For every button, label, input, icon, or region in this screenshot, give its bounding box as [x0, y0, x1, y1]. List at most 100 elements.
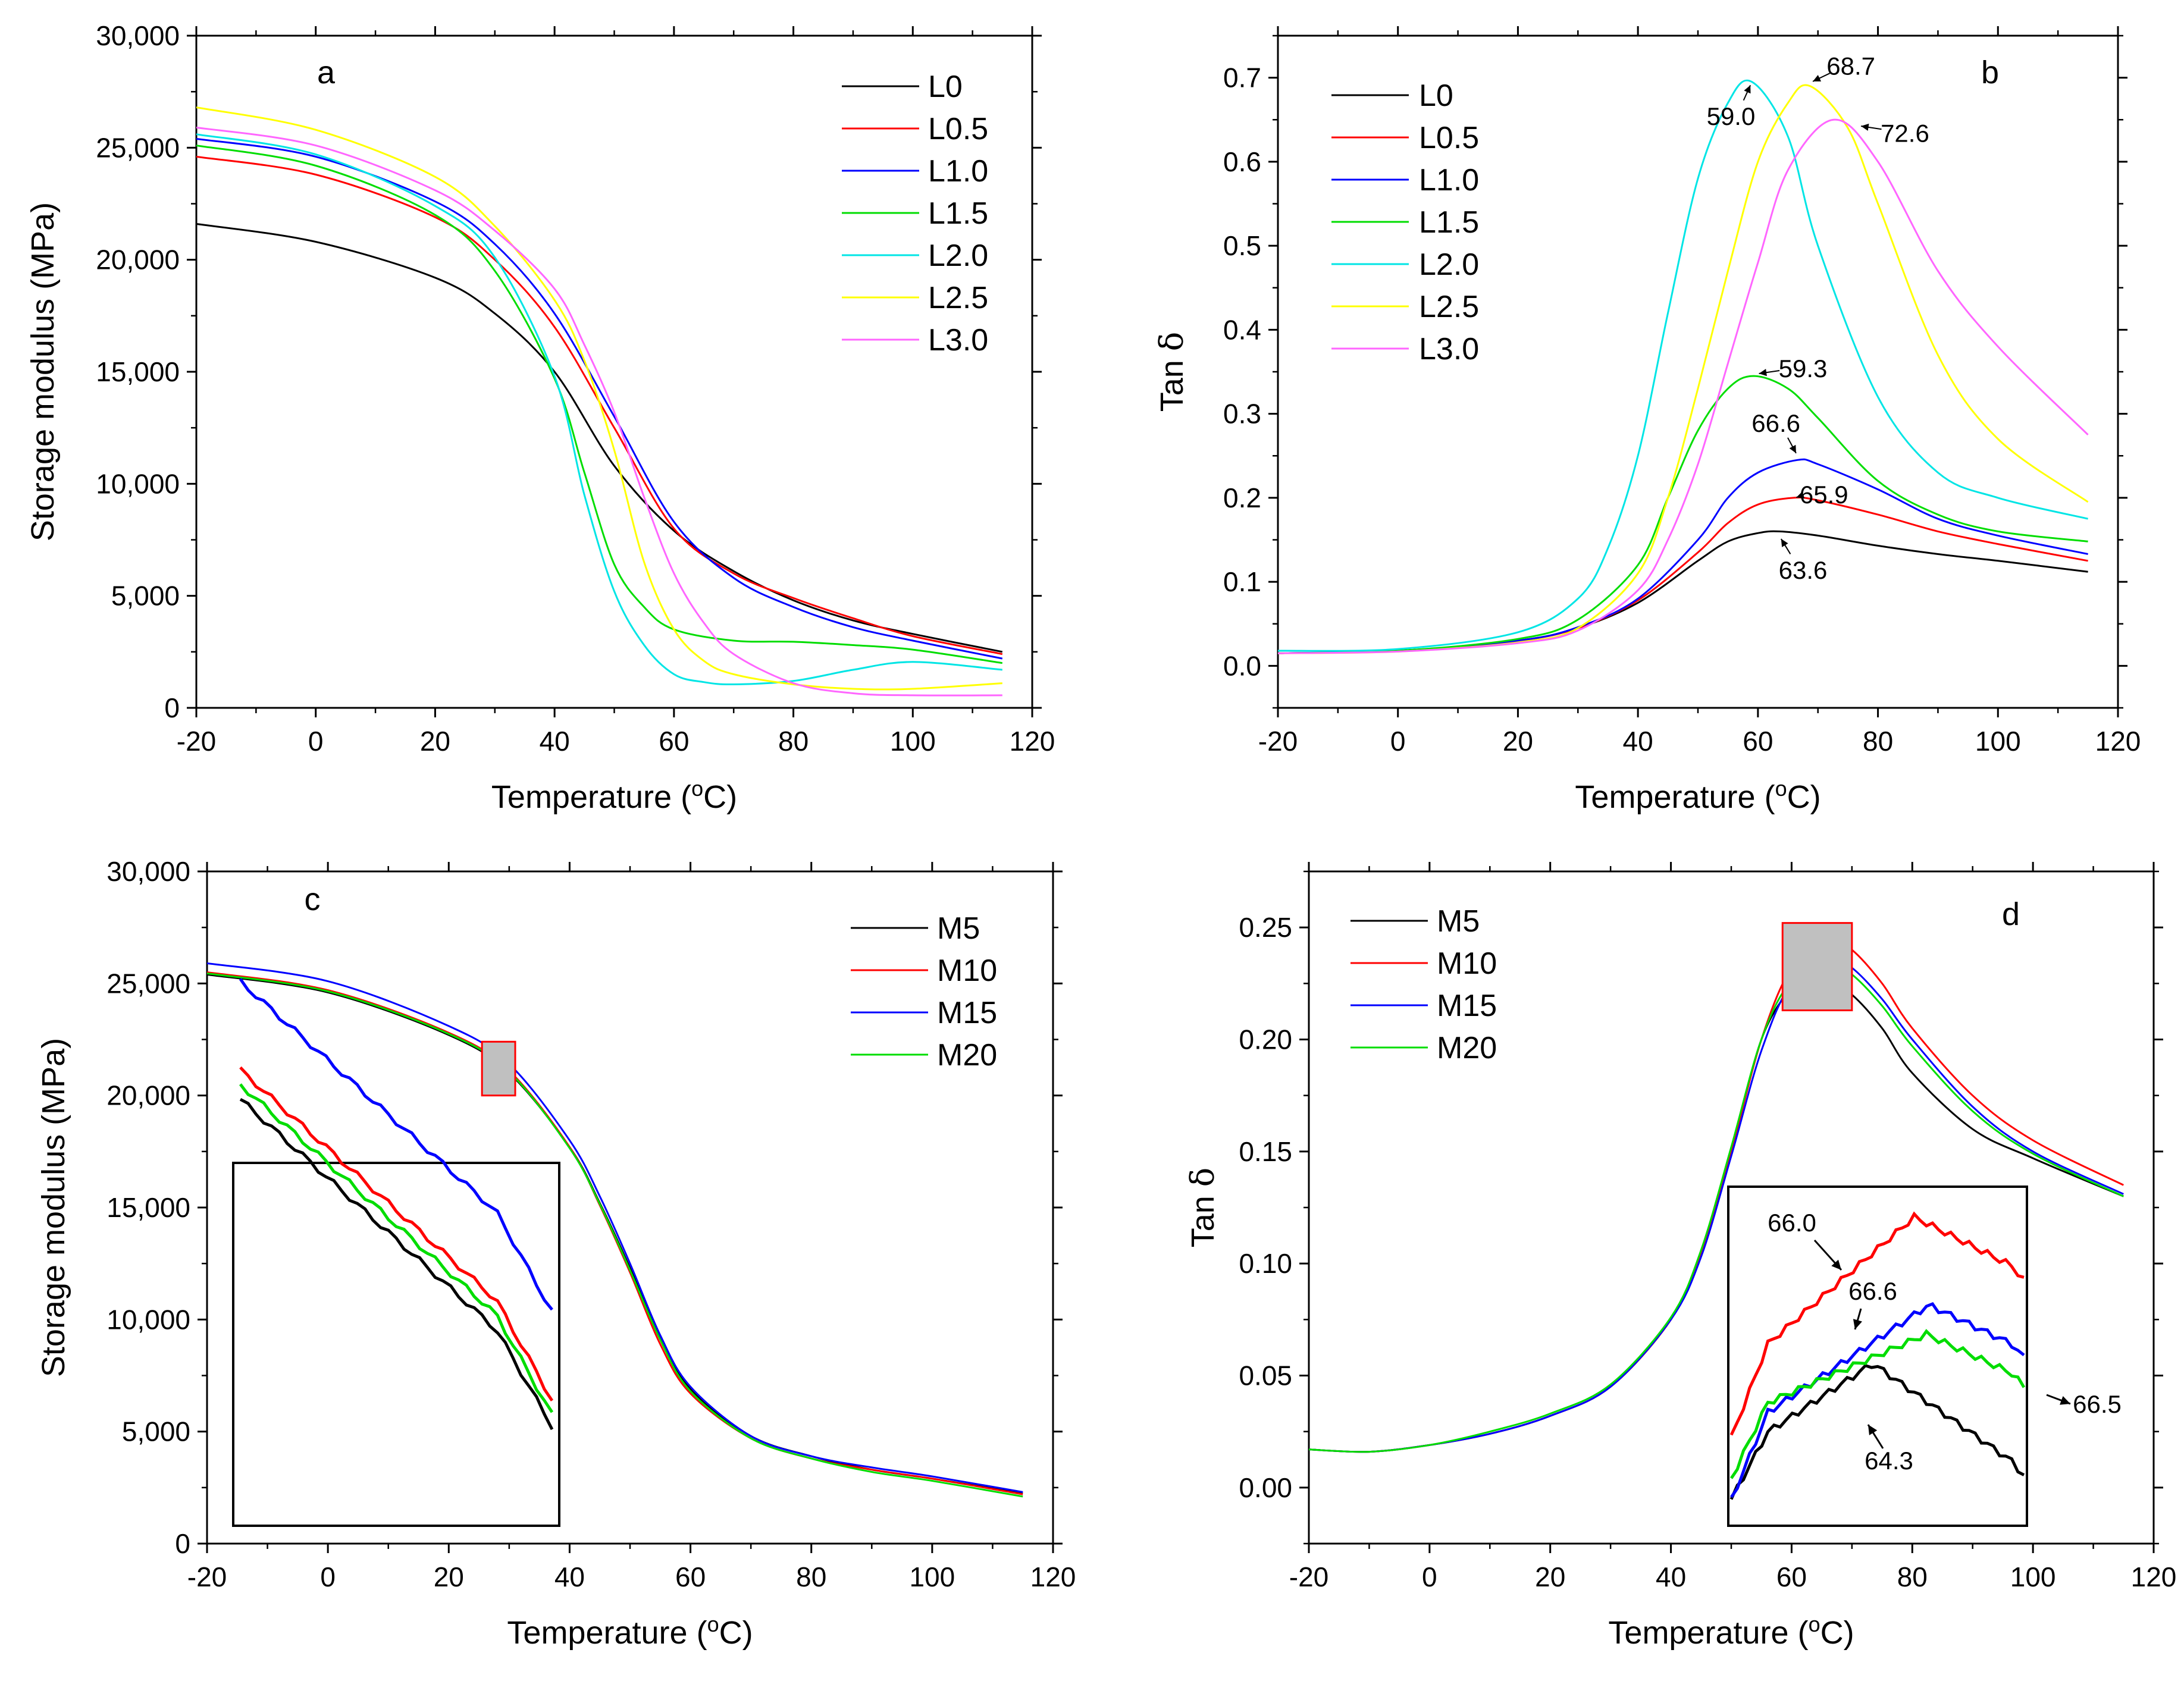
y-tick-label: 0 — [164, 692, 180, 723]
series-line-l2-0 — [1278, 79, 2088, 652]
x-tick-label: 40 — [1623, 726, 1653, 757]
x-axis-label: Temperature (oC) — [1608, 1612, 1854, 1651]
series-line-l1-5 — [196, 145, 1003, 664]
series-line-m15 — [207, 962, 1023, 1493]
x-tick-label: 20 — [420, 726, 450, 757]
inset-line-m10 — [239, 1066, 554, 1402]
x-axis-label-unit: C) — [719, 1615, 753, 1651]
peak-annotation: 65.9 — [1800, 481, 1848, 509]
annotation-arrowhead — [1781, 538, 1788, 547]
x-tick-label: 20 — [1535, 1561, 1565, 1592]
data-area — [1309, 937, 2124, 1453]
plot-frame — [195, 35, 1033, 709]
y-tick-label: 30,000 — [96, 20, 180, 51]
panel-c: -20 0 20 40 60 80 100 12005,00010,00015,00020,0… — [36, 856, 1076, 1651]
annotation-arrowhead — [1759, 369, 1767, 377]
legend: M5 M10 M15 M20 — [1350, 904, 1497, 1065]
x-tick-label: 40 — [554, 1561, 585, 1592]
x-axis-label: Temperature (oC) — [491, 776, 737, 816]
legend: L0 L0.5 L1.0 L1.5 L2.0 L2.5 L3.0 — [1331, 79, 1479, 366]
x-tick-label: 80 — [1897, 1561, 1928, 1592]
x-tick-label: 0 — [320, 1561, 336, 1592]
zoom-highlight-box — [1781, 922, 1853, 1012]
y-tick-label: 25,000 — [106, 968, 190, 999]
inset-frame — [232, 1162, 560, 1527]
x-axis-label: Temperature (oC) — [1575, 776, 1820, 816]
legend-label: L1.5 — [928, 196, 988, 231]
series-line-m10 — [207, 971, 1023, 1495]
annotation-arrowhead — [1789, 444, 1796, 453]
zoom-highlight-box — [481, 1040, 516, 1097]
legend-label: L0 — [928, 70, 963, 104]
inset-arrowhead — [1831, 1259, 1841, 1270]
x-axis-label: Temperature (oC) — [507, 1612, 753, 1651]
series-line-m15 — [1309, 957, 2124, 1453]
x-tick-label: 100 — [1975, 726, 2021, 757]
x-tick-label: 0 — [1390, 726, 1406, 757]
panel-d: -20 0 20 40 60 80 100 120 0.00 0.05 0.10 0.15 0.20 0.… — [1184, 862, 2176, 1651]
y-tick-label: 0.10 — [1239, 1248, 1292, 1279]
x-tick-label: 0 — [1422, 1561, 1437, 1592]
y-tick-label: 0.7 — [1223, 62, 1261, 93]
y-tick-label: 0.15 — [1239, 1136, 1292, 1167]
legend-label: M20 — [937, 1038, 997, 1072]
x-tick-label: 120 — [2131, 1561, 2177, 1592]
y-tick-label: 0.00 — [1239, 1472, 1292, 1503]
y-axis-label: Tan δ — [1184, 1168, 1221, 1248]
y-axis-label-text: Tan — [1154, 351, 1190, 412]
inset-arrowhead — [1853, 1319, 1862, 1329]
x-axis-label-unit: C) — [1787, 779, 1821, 815]
legend-label: L0 — [1419, 79, 1453, 113]
inset-plot: 66.0 66.6 66.5 64.3 — [1727, 1186, 2122, 1527]
legend-label: L2.0 — [1419, 247, 1479, 282]
x-axis-label-degree: o — [1775, 776, 1787, 801]
y-tick-label: 0.20 — [1239, 1024, 1292, 1055]
inset-plot — [232, 978, 560, 1527]
peak-annotation: 72.6 — [1881, 119, 1929, 147]
peak-annotation: 59.3 — [1779, 355, 1828, 382]
x-tick-label: 80 — [1863, 726, 1893, 757]
legend-label: L2.5 — [928, 281, 988, 315]
x-tick-label: 120 — [2095, 726, 2141, 757]
panel-letter: c — [305, 882, 321, 917]
y-axis-label: Storage modulus (MPa) — [36, 1038, 71, 1377]
y-tick-label: 10,000 — [96, 468, 180, 499]
panel-letter: a — [317, 55, 336, 90]
legend-label: M10 — [937, 954, 997, 988]
y-tick-label: 0.3 — [1223, 399, 1261, 429]
series-line-l2-5 — [196, 106, 1002, 691]
y-tick-label: 0.05 — [1239, 1360, 1292, 1391]
x-tick-label: -20 — [187, 1561, 227, 1592]
x-tick-label: 80 — [778, 726, 809, 757]
legend-label: L3.0 — [928, 323, 988, 357]
x-tick-label: 100 — [909, 1561, 955, 1592]
x-tick-label: 40 — [1656, 1561, 1686, 1592]
legend-label: L2.5 — [1419, 290, 1479, 324]
y-tick-label: 0.4 — [1223, 314, 1261, 345]
y-tick-label: 20,000 — [106, 1080, 190, 1111]
y-tick-label: 0.1 — [1223, 566, 1261, 597]
y-tick-label: 0.2 — [1223, 482, 1261, 513]
y-axis-label-delta: δ — [1184, 1168, 1221, 1187]
inset-line-m10 — [1729, 1211, 2025, 1436]
y-tick-label: 0.0 — [1223, 650, 1261, 681]
inset-annotation: 66.6 — [1848, 1277, 1897, 1305]
x-tick-label: 20 — [1503, 726, 1533, 757]
panel-letter: b — [1981, 55, 1999, 90]
series-line-l3-0 — [196, 126, 1002, 697]
legend: L0 L0.5 L1.0 L1.5 L2.0 L2.5 L3.0 — [842, 70, 988, 357]
annotation-arrowhead — [1796, 491, 1805, 498]
series-line-l3-0 — [1278, 118, 2089, 654]
series-line-l0 — [196, 222, 1003, 653]
legend-label: L1.0 — [1419, 163, 1479, 197]
series-line-l0 — [1278, 530, 2088, 654]
x-tick-label: 60 — [1776, 1561, 1807, 1592]
x-axis-label-text: Temperature ( — [1608, 1615, 1808, 1651]
inset-line-m15 — [1729, 1301, 2025, 1498]
y-axis-label-text: Tan — [1185, 1187, 1221, 1247]
legend-label: L1.5 — [1419, 205, 1479, 240]
legend-label: M15 — [1437, 989, 1497, 1023]
series-line-m20 — [207, 972, 1023, 1498]
y-axis-label: Storage modulus (MPa) — [25, 202, 61, 541]
